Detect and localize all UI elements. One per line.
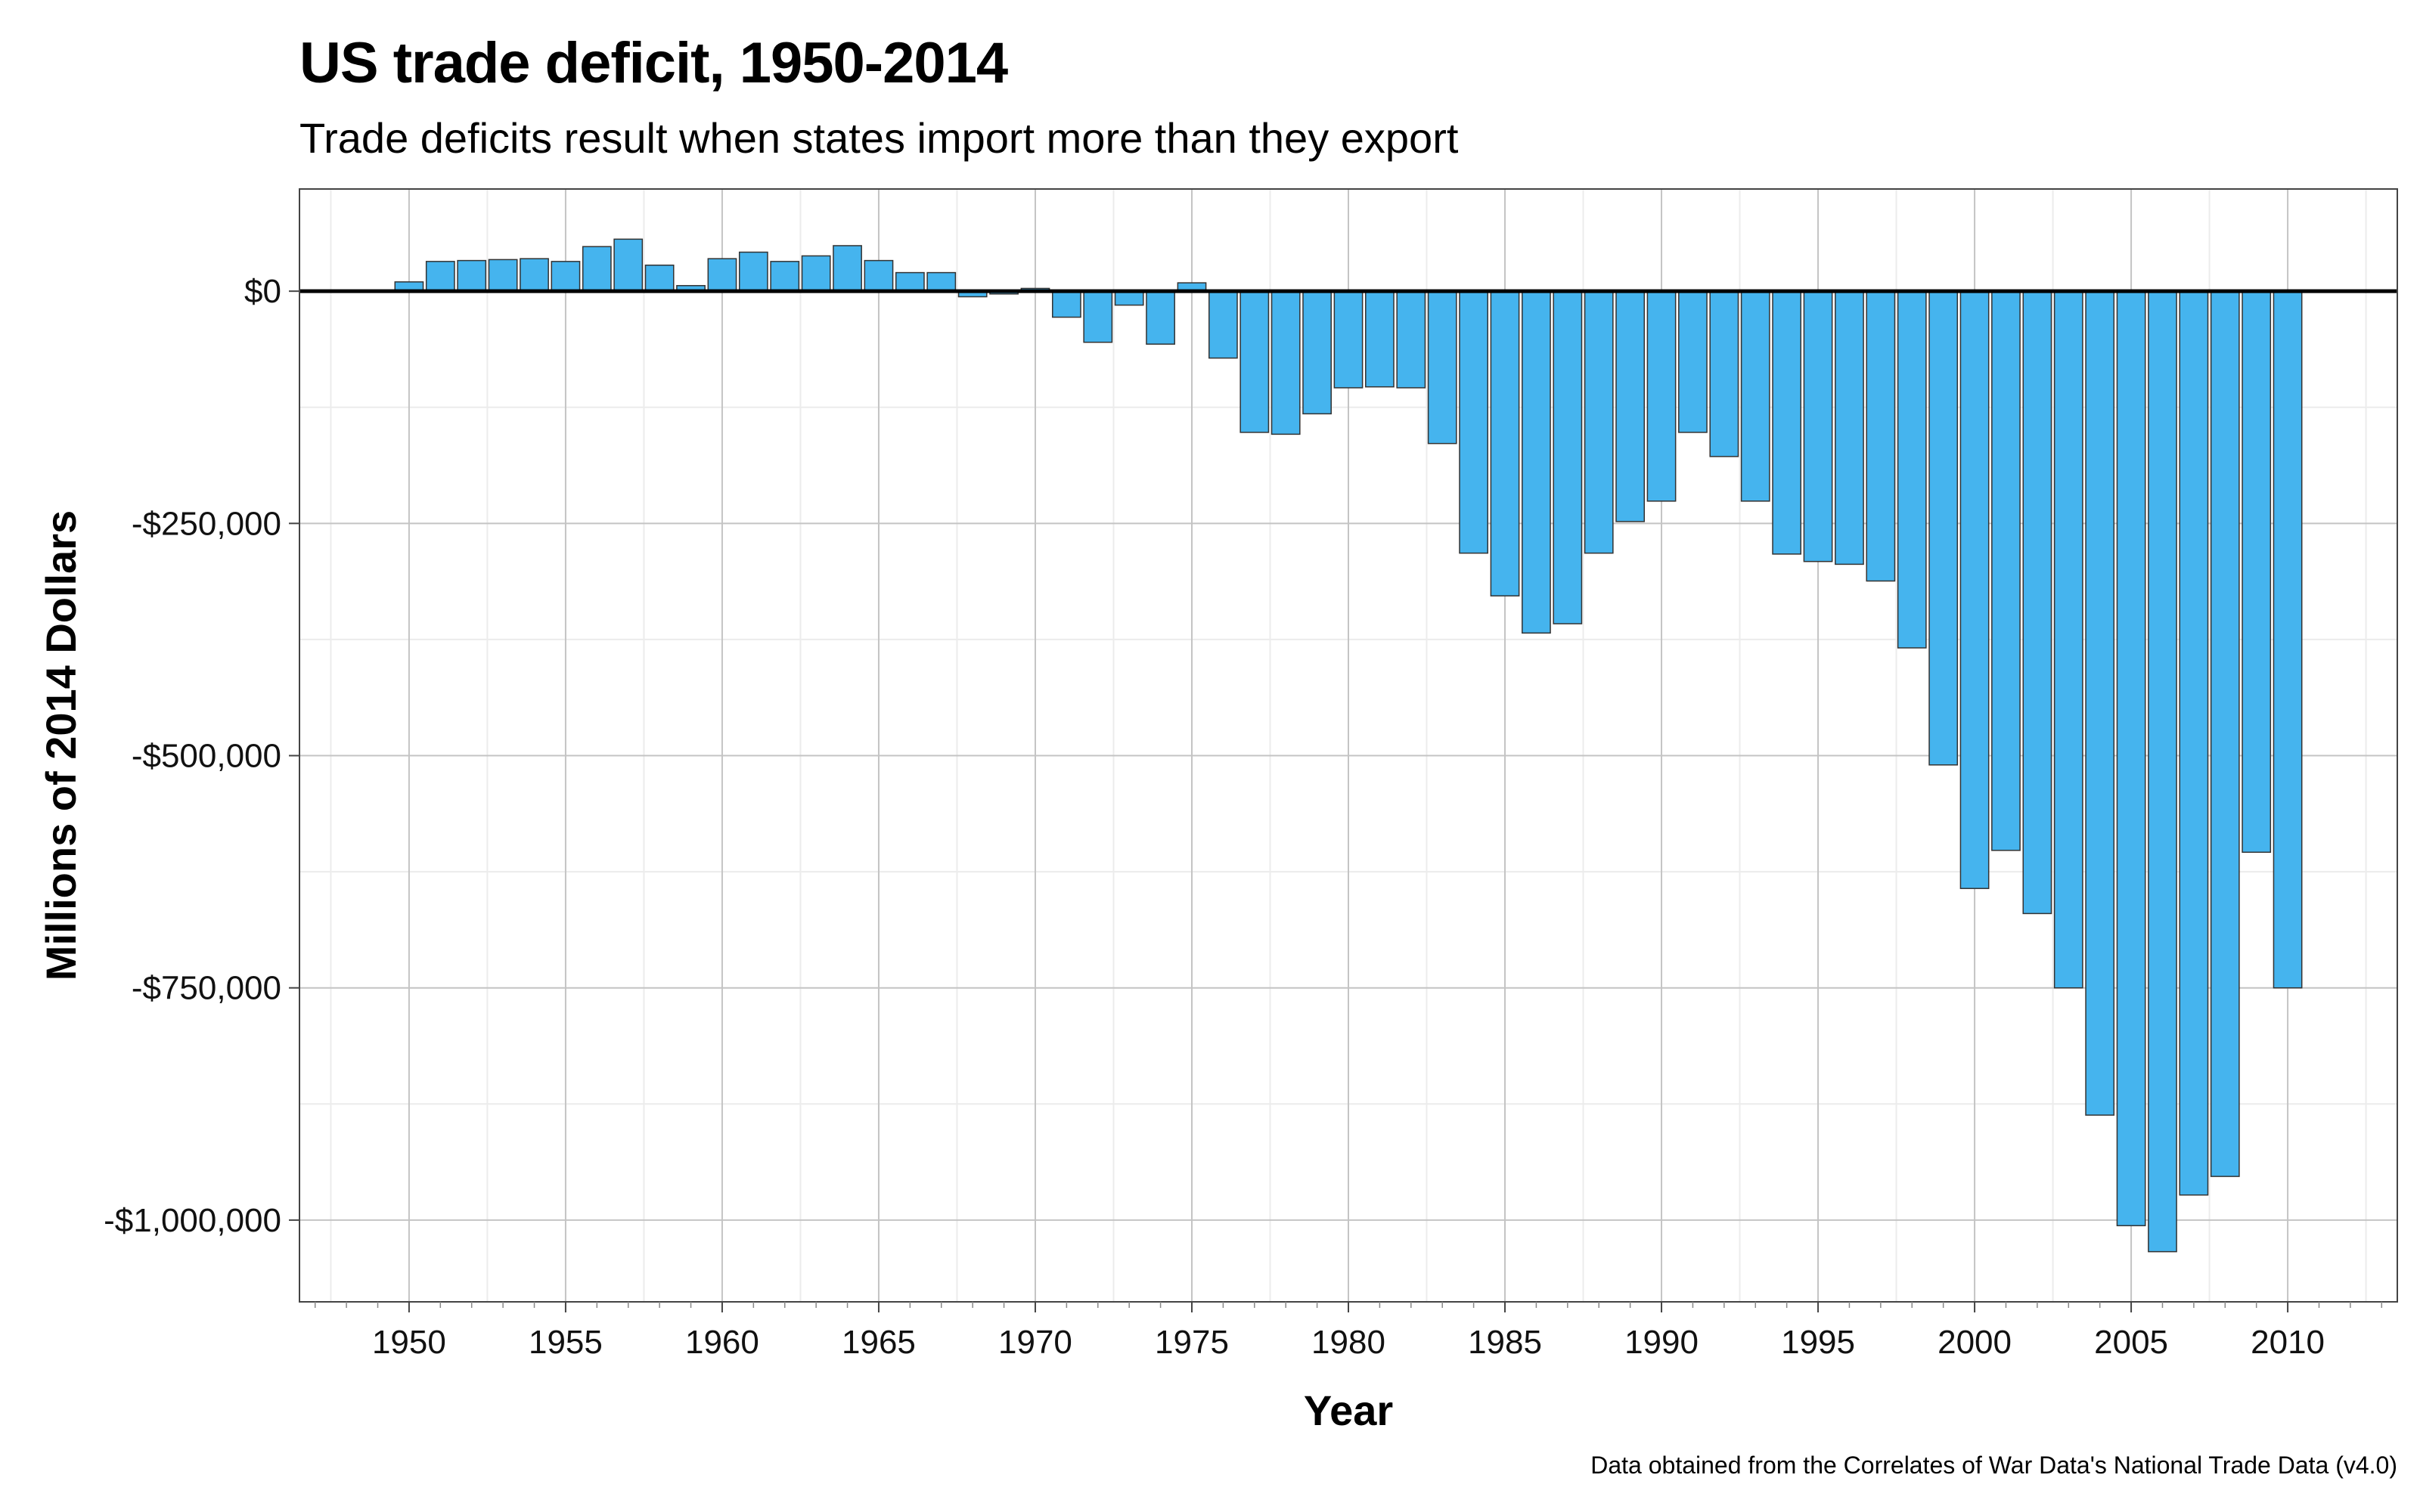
x-tick-label: 1970	[998, 1324, 1072, 1361]
chart-subtitle: Trade deficits result when states import…	[299, 114, 1459, 162]
bar-1967	[926, 271, 957, 292]
bar-1952	[457, 259, 487, 292]
x-axis-title: Year	[1304, 1387, 1393, 1434]
bar-2003	[2053, 290, 2083, 989]
chart-caption: Data obtained from the Correlates of War…	[1590, 1452, 2397, 1479]
bar-1964	[833, 245, 862, 292]
bar-1983	[1427, 290, 1457, 445]
bar-1973	[1114, 290, 1144, 306]
bar-1995	[1803, 290, 1833, 562]
bar-1981	[1365, 290, 1395, 388]
bar-2009	[2242, 290, 2272, 854]
bar-1953	[488, 259, 518, 292]
bar-1985	[1490, 290, 1520, 596]
bar-2000	[1959, 290, 1990, 889]
bar-2008	[2210, 290, 2240, 1177]
y-tick-label: -$750,000	[132, 970, 281, 1007]
bar-1989	[1615, 290, 1646, 522]
chart-title: US trade deficit, 1950-2014	[299, 31, 1008, 95]
y-tick-label: -$1,000,000	[104, 1202, 281, 1239]
bar-1957	[613, 238, 644, 292]
bar-1955	[551, 261, 581, 292]
bar-1958	[644, 265, 675, 292]
bar-1960	[707, 258, 737, 292]
bar-1976	[1208, 290, 1238, 359]
x-tick-label: 1995	[1781, 1324, 1855, 1361]
x-tick-label: 2010	[2251, 1324, 2325, 1361]
x-tick-label: 1985	[1468, 1324, 1542, 1361]
bar-1992	[1709, 290, 1739, 457]
bar-2005	[2116, 290, 2146, 1226]
bar-1988	[1584, 290, 1614, 554]
bar-2010	[2273, 290, 2303, 989]
x-tick-label: 1950	[372, 1324, 446, 1361]
bars	[394, 238, 2303, 1253]
x-tick-label: 1960	[685, 1324, 759, 1361]
y-tick-label: -$250,000	[132, 505, 281, 542]
bar-1974	[1146, 290, 1175, 345]
bar-1993	[1740, 290, 1770, 502]
bar-2002	[2022, 290, 2052, 915]
bar-1956	[582, 246, 612, 292]
bar-1991	[1678, 290, 1708, 433]
bar-1996	[1835, 290, 1864, 565]
bar-2004	[2085, 290, 2115, 1116]
y-tick-label: $0	[244, 273, 281, 310]
bar-2006	[2148, 290, 2177, 1253]
bar-1972	[1083, 290, 1113, 343]
bar-1980	[1333, 290, 1364, 389]
bar-1979	[1302, 290, 1332, 415]
bar-1963	[801, 255, 831, 292]
bar-2001	[1991, 290, 2021, 851]
bar-1982	[1396, 290, 1426, 389]
x-tick-label: 1975	[1155, 1324, 1229, 1361]
bar-1978	[1270, 290, 1301, 435]
bar-1984	[1459, 290, 1488, 554]
x-axis-ticks: 1950 1955 1960 1965 1970 1975 1980 1985 1990 1995…	[314, 1302, 2383, 1361]
x-tick-label: 1955	[529, 1324, 603, 1361]
bar-1997	[1866, 290, 1896, 582]
bar-1986	[1522, 290, 1551, 634]
bar-1965	[864, 259, 894, 292]
bar-1999	[1928, 290, 1959, 766]
bar-1987	[1553, 290, 1583, 624]
bar-1971	[1051, 290, 1081, 318]
y-tick-label: -$500,000	[132, 738, 281, 775]
x-tick-label: 2000	[1938, 1324, 2012, 1361]
bar-1962	[770, 261, 800, 292]
bar-1951	[425, 261, 455, 292]
x-tick-label: 1990	[1624, 1324, 1699, 1361]
bar-1954	[520, 258, 549, 292]
x-tick-label: 1980	[1311, 1324, 1385, 1361]
bar-1998	[1897, 290, 1927, 649]
x-tick-label: 1965	[842, 1324, 916, 1361]
y-axis-title: Millions of 2014 Dollars	[37, 510, 85, 981]
bar-1990	[1646, 290, 1677, 502]
bar-1966	[895, 271, 925, 292]
y-axis-ticks: $0 -$250,000 -$500,000 -$750,000 -$1,000,000	[104, 273, 299, 1239]
bar-2007	[2179, 290, 2209, 1196]
bar-1994	[1772, 290, 1802, 555]
bar-1977	[1239, 290, 1270, 433]
x-tick-label: 2005	[2094, 1324, 2168, 1361]
bar-1961	[738, 251, 768, 292]
